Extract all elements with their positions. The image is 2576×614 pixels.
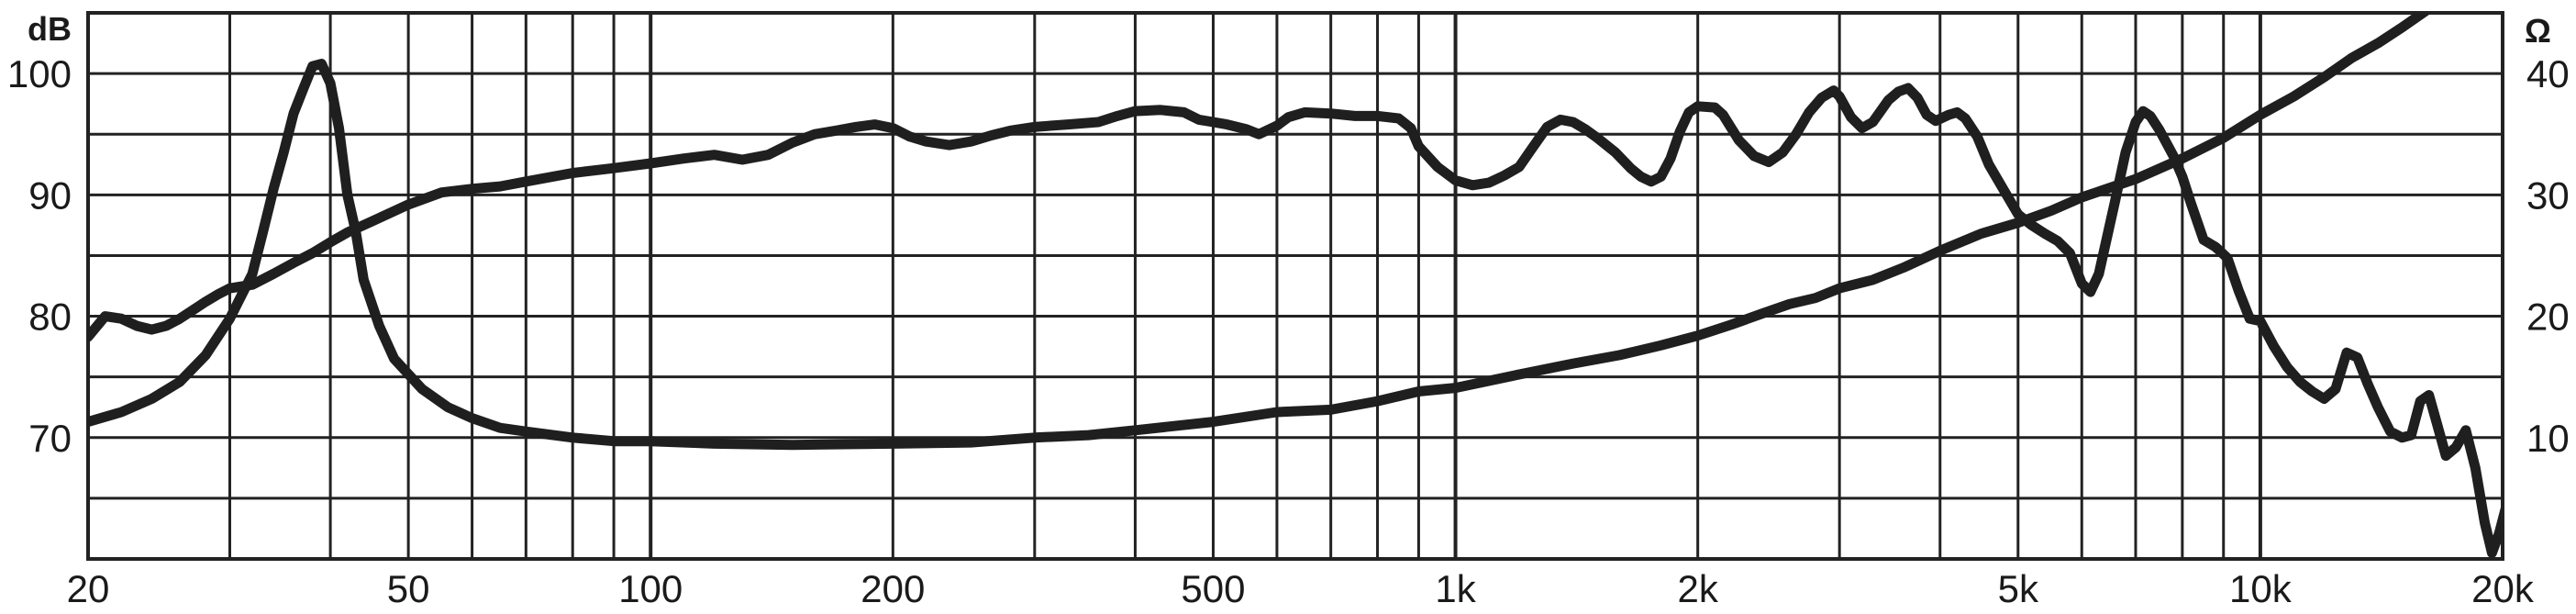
x-tick-label: 1k bbox=[1435, 567, 1476, 610]
right-axis-tick-labels: 40 30 20 10 bbox=[2526, 52, 2570, 460]
x-tick-label: 500 bbox=[1181, 567, 1245, 610]
data-series bbox=[88, 13, 2503, 558]
right-axis-unit-label: Ω bbox=[2525, 12, 2551, 50]
x-tick-label: 20k bbox=[2471, 567, 2535, 610]
x-tick-label: 20 bbox=[67, 567, 110, 610]
y2-tick-label: 20 bbox=[2526, 296, 2570, 339]
x-tick-label: 10k bbox=[2229, 567, 2293, 610]
x-axis-tick-labels: 20 50 100 200 500 1k 2k 5k 10k 20k bbox=[67, 567, 2535, 610]
x-tick-label: 50 bbox=[387, 567, 430, 610]
horizontal-gridlines bbox=[88, 72, 2503, 500]
vertical-gridlines bbox=[86, 13, 2504, 559]
x-tick-label: 100 bbox=[618, 567, 683, 610]
y2-tick-label: 40 bbox=[2526, 52, 2570, 95]
plot-frame bbox=[86, 11, 2504, 561]
y-tick-label: 100 bbox=[7, 52, 72, 95]
y-tick-label: 70 bbox=[28, 417, 72, 460]
left-axis-unit-label: dB bbox=[28, 10, 72, 48]
x-tick-label: 200 bbox=[861, 567, 925, 610]
y-tick-label: 80 bbox=[28, 296, 72, 339]
left-axis-tick-labels: 100 90 80 70 bbox=[7, 52, 72, 460]
y2-tick-label: 30 bbox=[2526, 173, 2570, 217]
spl-curve bbox=[88, 83, 2503, 558]
x-tick-label: 5k bbox=[1998, 567, 2039, 610]
y2-tick-label: 10 bbox=[2526, 417, 2570, 460]
y-tick-label: 90 bbox=[28, 173, 72, 217]
impedance-curve bbox=[88, 13, 2432, 451]
x-tick-label: 2k bbox=[1677, 567, 1718, 610]
